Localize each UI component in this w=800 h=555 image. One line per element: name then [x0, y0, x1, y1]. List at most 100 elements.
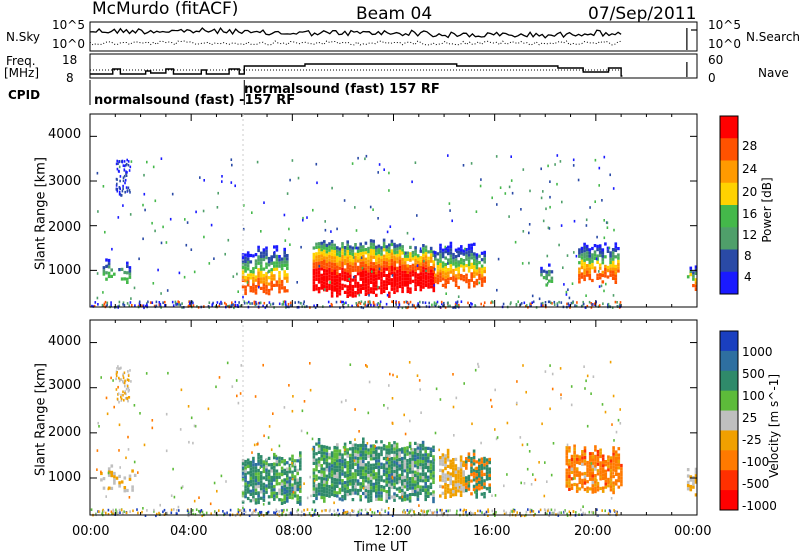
velocity-ground-scatter — [445, 509, 448, 513]
velocity-speckle — [340, 400, 343, 404]
velocity-echo — [424, 488, 427, 492]
velocity-echo — [454, 470, 458, 474]
velocity-echo — [444, 489, 447, 493]
velocity-echo — [372, 473, 375, 477]
velocity-echo — [317, 441, 321, 445]
power-echo — [460, 257, 463, 262]
power-speckle — [358, 293, 361, 297]
velocity-speckle — [541, 422, 543, 426]
velocity-echo — [427, 446, 430, 450]
velocity-echo — [393, 453, 396, 458]
power-echo — [686, 275, 690, 279]
velocity-echo — [296, 478, 299, 482]
velocity-speckle — [309, 475, 311, 479]
power-ground-scatter — [255, 302, 258, 306]
power-echo — [398, 246, 402, 250]
velocity-speckle — [118, 379, 121, 383]
velocity-speckle — [117, 365, 119, 368]
power-ground-scatter — [302, 302, 305, 306]
power-echo — [110, 268, 113, 272]
power-echo — [380, 265, 383, 269]
velocity-echo — [427, 456, 430, 460]
velocity-speckle — [491, 494, 493, 497]
power-ground-scatter — [567, 302, 570, 305]
velocity-speckle — [345, 399, 347, 402]
velocity-echo — [375, 465, 378, 469]
velocity-echo — [480, 460, 484, 464]
power-echo — [388, 291, 391, 295]
velocity-echo — [475, 460, 478, 464]
velocity-speckle — [173, 508, 175, 511]
power-echo — [454, 267, 458, 271]
velocity-echo — [427, 485, 430, 489]
power-echo — [585, 267, 589, 271]
velocity-ground-scatter — [566, 512, 568, 516]
velocity-speckle — [240, 364, 243, 367]
power-speckle — [522, 230, 525, 233]
velocity-echo — [596, 481, 600, 486]
power-echo — [432, 263, 436, 267]
power-echo — [259, 277, 263, 281]
power-echo — [341, 254, 344, 259]
power-speckle — [104, 230, 106, 234]
power-echo — [364, 248, 368, 252]
power-echo — [480, 267, 484, 271]
velocity-echo — [267, 479, 271, 483]
power-echo — [401, 283, 404, 287]
velocity-echo — [583, 487, 587, 492]
velocity-echo — [578, 477, 582, 481]
velocity-speckle — [262, 363, 264, 367]
velocity-echo — [286, 480, 289, 484]
velocity-ground-scatter — [162, 510, 164, 514]
velocity-echo — [485, 458, 489, 462]
velocity-echo — [395, 442, 399, 446]
power-echo — [354, 291, 357, 295]
velocity-echo — [372, 453, 375, 458]
velocity-speckle — [192, 441, 194, 445]
velocity-echo — [280, 457, 284, 461]
velocity-speckle — [516, 401, 518, 405]
velocity-echo — [346, 461, 349, 465]
power-echo — [385, 283, 388, 287]
velocity-echo — [259, 474, 263, 478]
velocity-speckle — [215, 385, 217, 389]
velocity-echo — [343, 497, 347, 501]
velocity-echo — [601, 464, 605, 468]
velocity-ground-scatter — [601, 509, 603, 512]
velocity-echo — [388, 464, 391, 468]
velocity-echo — [414, 489, 417, 493]
power-echo — [372, 281, 375, 285]
power-echo — [583, 252, 586, 256]
power-ground-scatter — [447, 301, 449, 305]
velocity-speckle — [506, 421, 509, 425]
velocity-echo — [612, 468, 615, 472]
velocity-echo — [432, 445, 435, 449]
power-echo — [317, 267, 321, 271]
power-echo — [447, 274, 450, 278]
velocity-echo — [338, 471, 342, 475]
velocity-ground-scatter — [534, 512, 536, 516]
power-echo — [283, 286, 286, 290]
power-echo — [367, 253, 370, 257]
velocity-speckle — [418, 504, 420, 507]
power-echo — [457, 285, 460, 290]
power-echo — [588, 251, 592, 255]
velocity-echo — [280, 489, 284, 493]
power-echo — [409, 271, 412, 275]
power-echo — [401, 267, 404, 271]
velocity-echo — [346, 480, 349, 484]
power-echo — [454, 274, 458, 278]
power-ground-scatter — [272, 302, 275, 305]
velocity-ground-scatter — [613, 509, 615, 512]
velocity-speckle — [374, 445, 376, 448]
cpid-label: CPID — [8, 88, 41, 102]
velocity-echo — [454, 489, 458, 493]
velocity-echo — [568, 487, 571, 491]
power-speckle — [242, 227, 245, 231]
power-echo — [388, 256, 391, 260]
velocity-echo — [472, 487, 476, 492]
power-echo — [593, 266, 597, 270]
velocity-echo — [323, 451, 326, 455]
power-echo — [369, 264, 373, 268]
velocity-speckle — [257, 442, 259, 446]
